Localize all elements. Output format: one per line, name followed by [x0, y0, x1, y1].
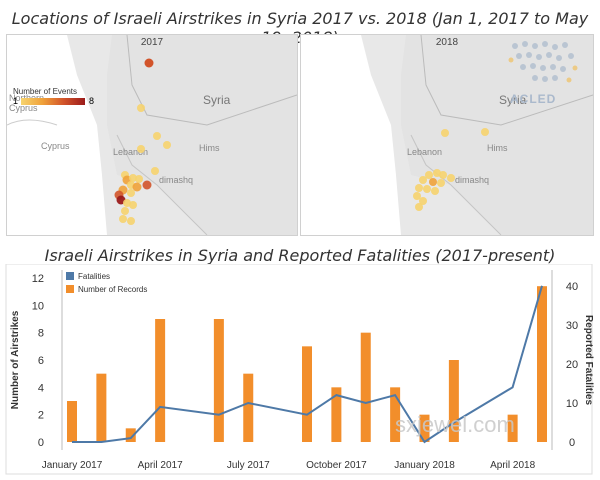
records-bar	[360, 332, 371, 442]
left-tick-label: 10	[32, 300, 44, 312]
records-bar	[537, 286, 547, 442]
left-tick-label: 0	[38, 437, 44, 449]
x-tick-label: April 2018	[490, 460, 535, 471]
left-tick-label: 8	[38, 328, 44, 340]
records-bar	[507, 414, 518, 442]
map-2017-terrain	[7, 35, 297, 235]
chart-title: Israeli Airstrikes in Syria and Reported…	[44, 246, 556, 265]
x-tick-label: January 2018	[394, 460, 455, 471]
airstrike-markers-2018	[413, 128, 489, 211]
place-label: Syria	[499, 93, 527, 107]
left-tick-label: 2	[38, 410, 44, 422]
records-bar	[155, 319, 166, 442]
legend-gradient	[21, 98, 85, 105]
records-bar	[302, 346, 312, 442]
place-label: Cyprus	[41, 141, 70, 151]
records-bar	[213, 319, 224, 442]
place-label: Hims	[487, 143, 508, 153]
legend-label-fatalities: Fatalities	[78, 272, 110, 281]
records-bar	[331, 387, 342, 442]
left-tick-label: 12	[32, 273, 44, 285]
right-tick-label: 20	[566, 359, 578, 371]
right-axis-title: Reported Fatalities	[583, 315, 594, 405]
x-tick-label: October 2017	[306, 460, 367, 471]
right-tick-label: 10	[566, 398, 578, 410]
place-label: dimashq	[159, 175, 194, 185]
records-bar	[67, 401, 77, 442]
map-panel-2017[interactable]: 2017 Syria Northern Cyprus Cyprus Hims L…	[6, 34, 298, 236]
right-tick-label: 0	[569, 437, 575, 449]
left-axis-title: Number of Airstrikes	[10, 310, 21, 409]
acled-logo-text: ACLED	[510, 92, 557, 106]
map-2018-terrain	[301, 35, 593, 235]
x-tick-label: July 2017	[227, 460, 270, 471]
map-year-label: 2018	[435, 37, 459, 48]
legend-swatch-records	[66, 285, 74, 293]
place-label: Syria	[203, 93, 231, 107]
watermark: sxjewel.com	[395, 412, 515, 437]
records-bar	[96, 373, 107, 442]
records-bar	[125, 428, 136, 442]
legend-label-records: Number of Records	[78, 285, 147, 294]
place-label: Hims	[199, 143, 220, 153]
map-legend: Number of Events 1 8	[13, 87, 97, 113]
right-tick-label: 40	[566, 281, 578, 293]
x-tick-label: April 2017	[138, 460, 183, 471]
place-label: dimashq	[455, 175, 490, 185]
map-year-label: 2017	[140, 37, 164, 48]
chart-legend: Fatalities Number of Records	[66, 272, 147, 294]
legend-title: Number of Events	[13, 87, 78, 96]
legend-swatch-fatalities	[66, 272, 74, 280]
left-tick-label: 4	[38, 382, 44, 394]
acled-logo	[508, 41, 578, 83]
place-label: Lebanon	[407, 147, 443, 157]
records-bar	[419, 414, 430, 442]
left-tick-label: 6	[38, 355, 44, 367]
legend-min: 1	[13, 96, 19, 106]
records-bar	[243, 373, 254, 442]
records-bar	[390, 387, 401, 442]
combo-chart: 0 2 4 6 8 10 12 0 10 20 30 40 January 2017 April 20…	[5, 264, 594, 475]
place-label: Lebanon	[113, 147, 149, 157]
x-tick-label: January 2017	[42, 460, 103, 471]
airstrike-markers-2017	[114, 58, 171, 225]
records-bar	[448, 360, 459, 442]
fatalities-line	[72, 285, 543, 444]
right-tick-label: 30	[566, 320, 578, 332]
legend-max: 8	[89, 96, 95, 106]
